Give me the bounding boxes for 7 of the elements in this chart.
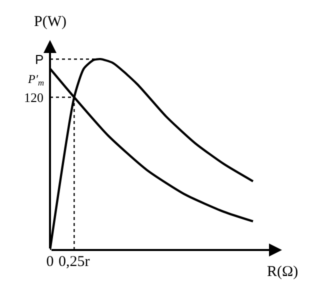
x-tick-label: 0 <box>46 254 54 270</box>
x-axis-title: R(Ω) <box>267 264 298 280</box>
text: P′$_{m}$ <box>27 72 44 88</box>
ref-line-label: P <box>35 52 44 67</box>
y-axis-title: P(W) <box>34 14 66 30</box>
text: 120 <box>24 90 44 105</box>
x-tick-label: 0,25r <box>58 254 90 270</box>
